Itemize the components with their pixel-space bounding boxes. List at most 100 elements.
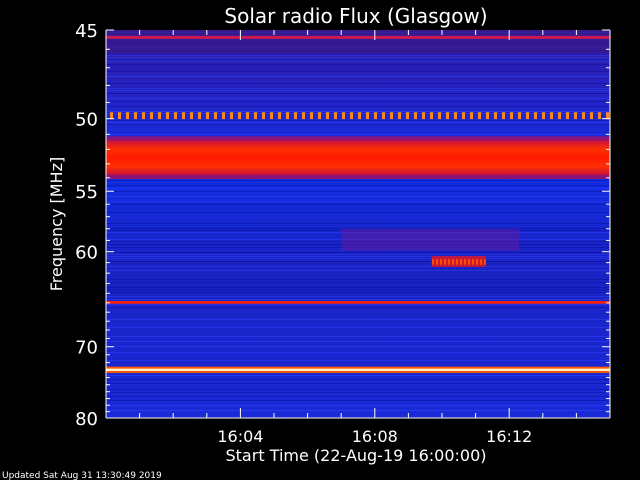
texture-stripe — [106, 98, 610, 99]
texture-stripe — [106, 252, 610, 253]
texture-stripe — [106, 341, 610, 342]
emission-band-dot — [510, 112, 513, 120]
emission-band-dot — [270, 112, 273, 120]
texture-stripe — [106, 315, 610, 316]
burst-streak — [483, 259, 486, 265]
texture-stripe — [106, 319, 610, 320]
texture-stripe — [106, 258, 610, 259]
emission-band-dot — [214, 112, 217, 120]
emission-band-dot — [366, 112, 369, 120]
emission-band-dot — [142, 112, 145, 120]
texture-stripe — [106, 180, 610, 181]
emission-band-dot — [342, 112, 345, 120]
texture-stripe — [106, 331, 610, 332]
emission-band-dot — [134, 112, 137, 120]
texture-stripe — [106, 266, 610, 267]
emission-band-dot — [430, 112, 433, 120]
emission-band-dot — [158, 112, 161, 120]
x-tick-label: 16:12 — [486, 427, 532, 446]
texture-stripe — [106, 204, 610, 205]
texture-stripe — [106, 254, 610, 255]
texture-stripe — [106, 352, 610, 353]
emission-band-dot — [446, 112, 449, 120]
emission-band-dot — [302, 112, 305, 120]
emission-band-dot — [550, 112, 553, 120]
emission-band-dot — [606, 112, 609, 120]
emission-band-dot — [182, 112, 185, 120]
texture-stripe — [106, 188, 610, 189]
y-tick-label: 55 — [75, 182, 98, 203]
x-axis: 16:04 16:08 16:12 — [105, 30, 611, 446]
emission-band-dot — [326, 112, 329, 120]
y-tick-label: 50 — [75, 110, 98, 131]
burst-streak — [431, 259, 434, 265]
texture-stripe — [106, 209, 610, 210]
texture-stripe — [106, 304, 610, 305]
emission-band-dot — [230, 112, 233, 120]
texture-stripe — [106, 66, 610, 67]
emission-band-dot — [118, 112, 121, 120]
burst-region — [341, 228, 520, 251]
texture-stripe — [106, 111, 610, 112]
texture-stripe — [106, 61, 610, 62]
burst-streak — [435, 259, 438, 265]
texture-stripe — [106, 120, 610, 121]
emission-band-dot — [422, 112, 425, 120]
burst-streak — [471, 259, 474, 265]
emission-band-dot — [406, 112, 409, 120]
emission-band — [106, 368, 610, 371]
burst-streak — [459, 259, 462, 265]
y-axis: 45 50 55 60 70 80 — [75, 21, 611, 430]
emission-band-dot — [542, 112, 545, 120]
x-tick-label: 16:04 — [217, 427, 263, 446]
texture-stripe — [106, 396, 610, 397]
emission-band-dot — [254, 112, 257, 120]
texture-stripe — [106, 124, 610, 125]
texture-stripe — [106, 275, 610, 276]
emission-band-dot — [318, 112, 321, 120]
texture-stripe — [106, 218, 610, 219]
texture-stripe — [106, 127, 610, 128]
emission-band-dot — [286, 112, 289, 120]
x-tick-label: 16:08 — [352, 427, 398, 446]
texture-stripe — [106, 383, 610, 384]
emission-band-dot — [590, 112, 593, 120]
texture-stripe — [106, 389, 610, 390]
texture-stripe — [106, 377, 610, 378]
texture-stripe — [106, 223, 610, 224]
texture-stripe — [106, 57, 610, 58]
texture-stripe — [106, 71, 610, 72]
texture-stripe — [106, 88, 610, 89]
top-edge-band — [106, 35, 610, 39]
burst-streak — [439, 259, 442, 265]
burst-streak — [451, 259, 454, 265]
texture-stripe — [106, 413, 610, 414]
burst-streak — [475, 259, 478, 265]
emission-band-dot — [126, 112, 129, 120]
texture-stripe — [106, 287, 610, 288]
texture-stripe — [106, 228, 610, 229]
emission-band-dot — [238, 112, 241, 120]
burst-region — [431, 256, 486, 267]
texture-stripe — [106, 106, 610, 107]
texture-stripe — [106, 261, 610, 262]
emission-band-dot — [574, 112, 577, 120]
emission-band-dot — [414, 112, 417, 120]
emission-band-dot — [494, 112, 497, 120]
burst-streak — [463, 259, 466, 265]
texture-stripe — [106, 292, 610, 293]
texture-stripe — [106, 90, 610, 91]
emission-band-dot — [374, 112, 377, 120]
burst-streak — [455, 259, 458, 265]
texture-stripe — [106, 279, 610, 280]
emission-band-dot — [190, 112, 193, 120]
emission-band-dot — [526, 112, 529, 120]
texture-stripe — [106, 289, 610, 290]
texture-stripe — [106, 360, 610, 361]
y-tick-label: 70 — [75, 338, 98, 359]
emission-band-dot — [470, 112, 473, 120]
texture-stripe — [106, 346, 610, 347]
emission-band-dot — [198, 112, 201, 120]
emission-band-dot — [438, 112, 441, 120]
emission-band-dot — [534, 112, 537, 120]
